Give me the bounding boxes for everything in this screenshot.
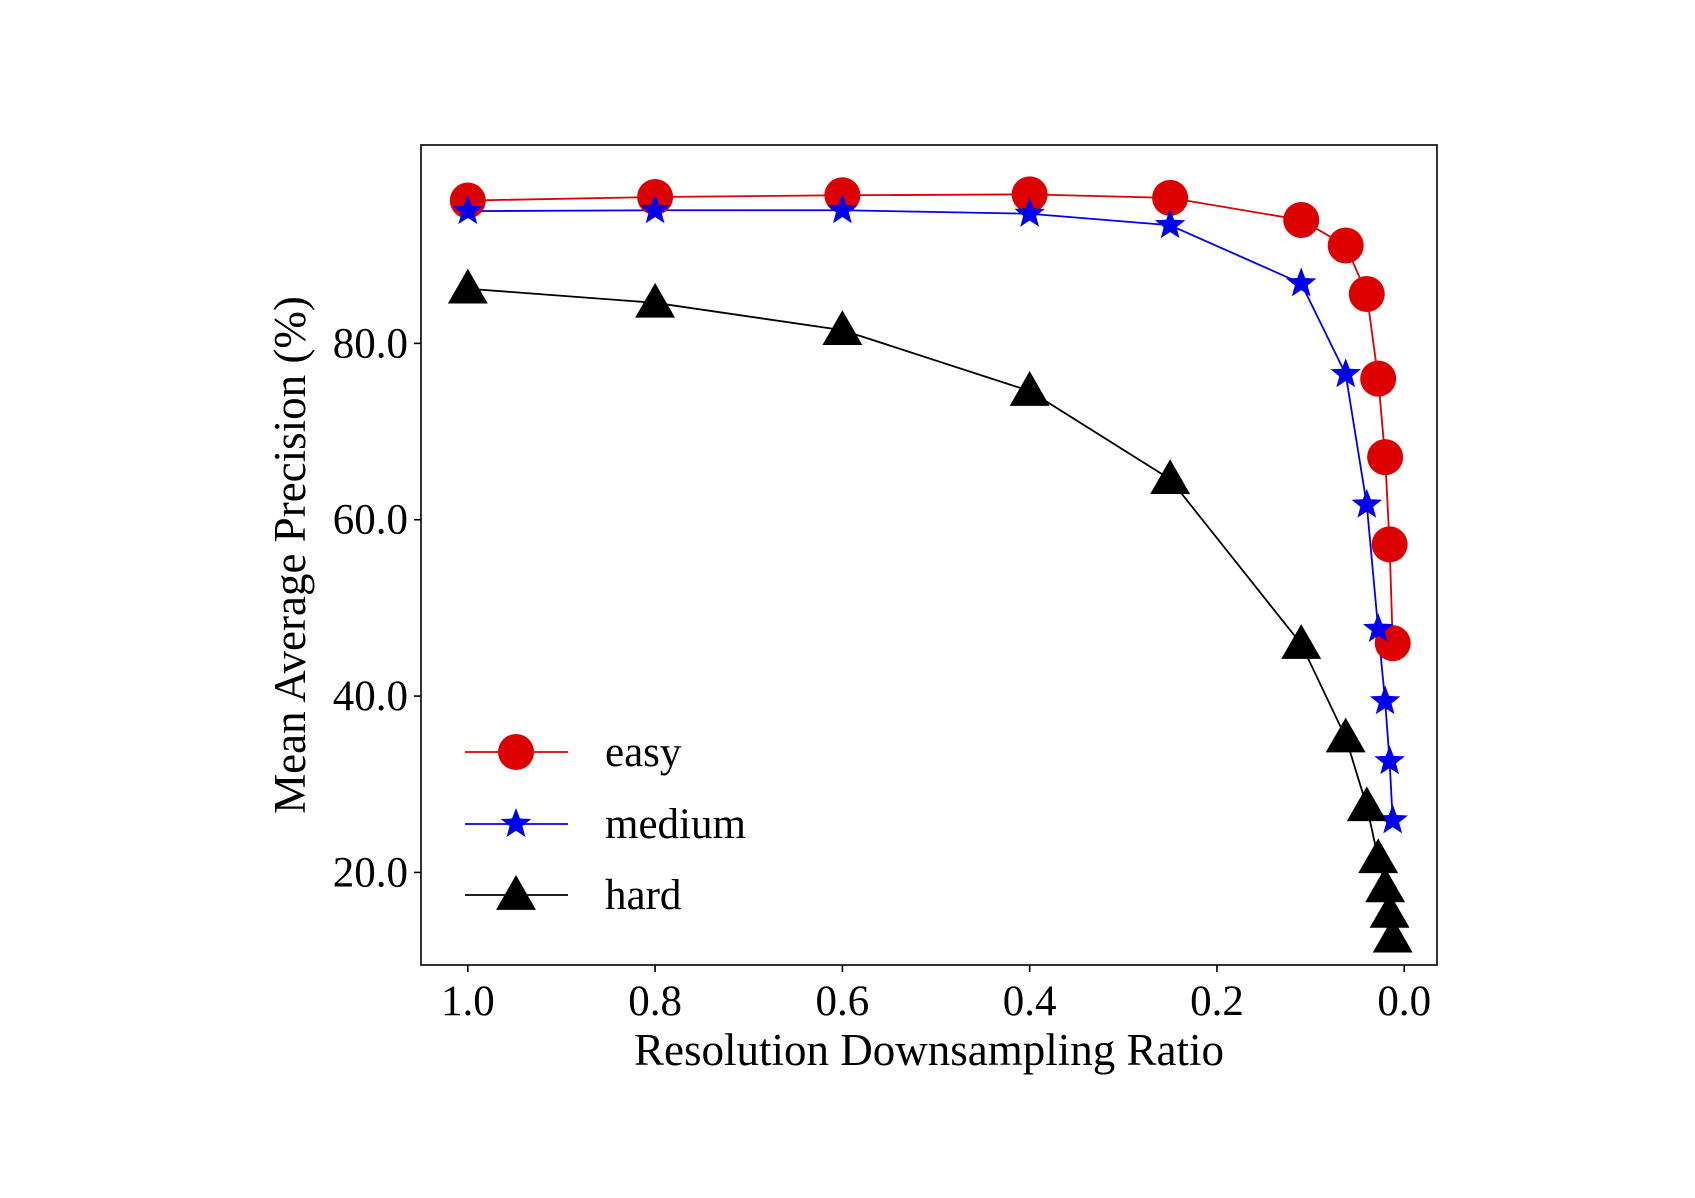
data-point-hard xyxy=(1358,838,1399,874)
data-point-hard xyxy=(1372,917,1413,953)
data-point-medium xyxy=(1154,209,1186,239)
data-point-hard xyxy=(1365,867,1406,903)
data-point-hard xyxy=(447,268,488,304)
y-tick-label: 80.0 xyxy=(333,320,408,367)
data-point-hard xyxy=(1369,893,1410,928)
data-point-medium xyxy=(1330,358,1361,388)
data-point-medium xyxy=(827,194,858,224)
legend-marker-easy xyxy=(498,734,534,770)
data-point-hard xyxy=(1346,786,1387,822)
data-point-hard xyxy=(822,310,863,345)
x-tick-label: 0.6 xyxy=(816,978,870,1025)
data-point-medium xyxy=(1362,613,1394,643)
data-point-medium xyxy=(639,194,671,224)
y-axis: 20.0 40.0 60.0 80.0 xyxy=(333,320,421,896)
data-point-easy xyxy=(1348,276,1385,313)
data-point-easy xyxy=(1011,176,1048,213)
data-point-medium xyxy=(1377,804,1408,834)
data-point-hard xyxy=(1009,371,1050,406)
y-tick-label: 40.0 xyxy=(333,673,408,720)
data-point-easy xyxy=(1360,360,1397,397)
legend-marker-medium xyxy=(500,808,532,837)
data-point-easy xyxy=(1152,179,1189,216)
data-point-easy xyxy=(1367,439,1404,476)
x-axis: 1.0 0.8 0.6 0.4 0.2 0.0 xyxy=(441,965,1431,1025)
data-point-medium xyxy=(1374,745,1405,775)
data-point-medium xyxy=(1286,267,1317,297)
x-tick-label: 0.2 xyxy=(1190,978,1244,1025)
y-axis-label: Mean Average Precision (%) xyxy=(265,296,315,814)
x-tick-label: 0.4 xyxy=(1003,978,1057,1025)
data-point-medium xyxy=(452,195,484,225)
data-point-easy xyxy=(1327,227,1364,264)
x-tick-label: 1.0 xyxy=(441,978,495,1025)
plot-frame xyxy=(420,144,1438,966)
data-point-medium xyxy=(1351,488,1382,518)
x-axis-label: Resolution Downsampling Ratio xyxy=(634,1025,1224,1075)
chart-marks xyxy=(447,176,1413,953)
x-tick-label: 0.8 xyxy=(628,978,682,1025)
data-point-medium xyxy=(1369,685,1401,715)
legend-label-hard: hard xyxy=(605,872,681,919)
series-line-medium xyxy=(467,209,1394,821)
legend: easy medium hard xyxy=(465,729,746,919)
data-point-medium xyxy=(1014,197,1045,227)
legend-label-easy: easy xyxy=(605,729,682,776)
legend-label-medium: medium xyxy=(605,801,746,848)
data-point-easy xyxy=(1283,201,1320,238)
data-point-hard xyxy=(1281,624,1322,659)
y-tick-label: 60.0 xyxy=(333,497,408,544)
data-point-hard xyxy=(635,282,676,318)
data-point-hard xyxy=(1325,717,1366,753)
y-tick-label: 20.0 xyxy=(333,849,408,896)
x-tick-label: 0.0 xyxy=(1377,978,1431,1025)
data-point-easy xyxy=(1371,526,1408,563)
legend-marker-hard xyxy=(496,875,536,910)
data-point-hard xyxy=(1150,459,1191,494)
